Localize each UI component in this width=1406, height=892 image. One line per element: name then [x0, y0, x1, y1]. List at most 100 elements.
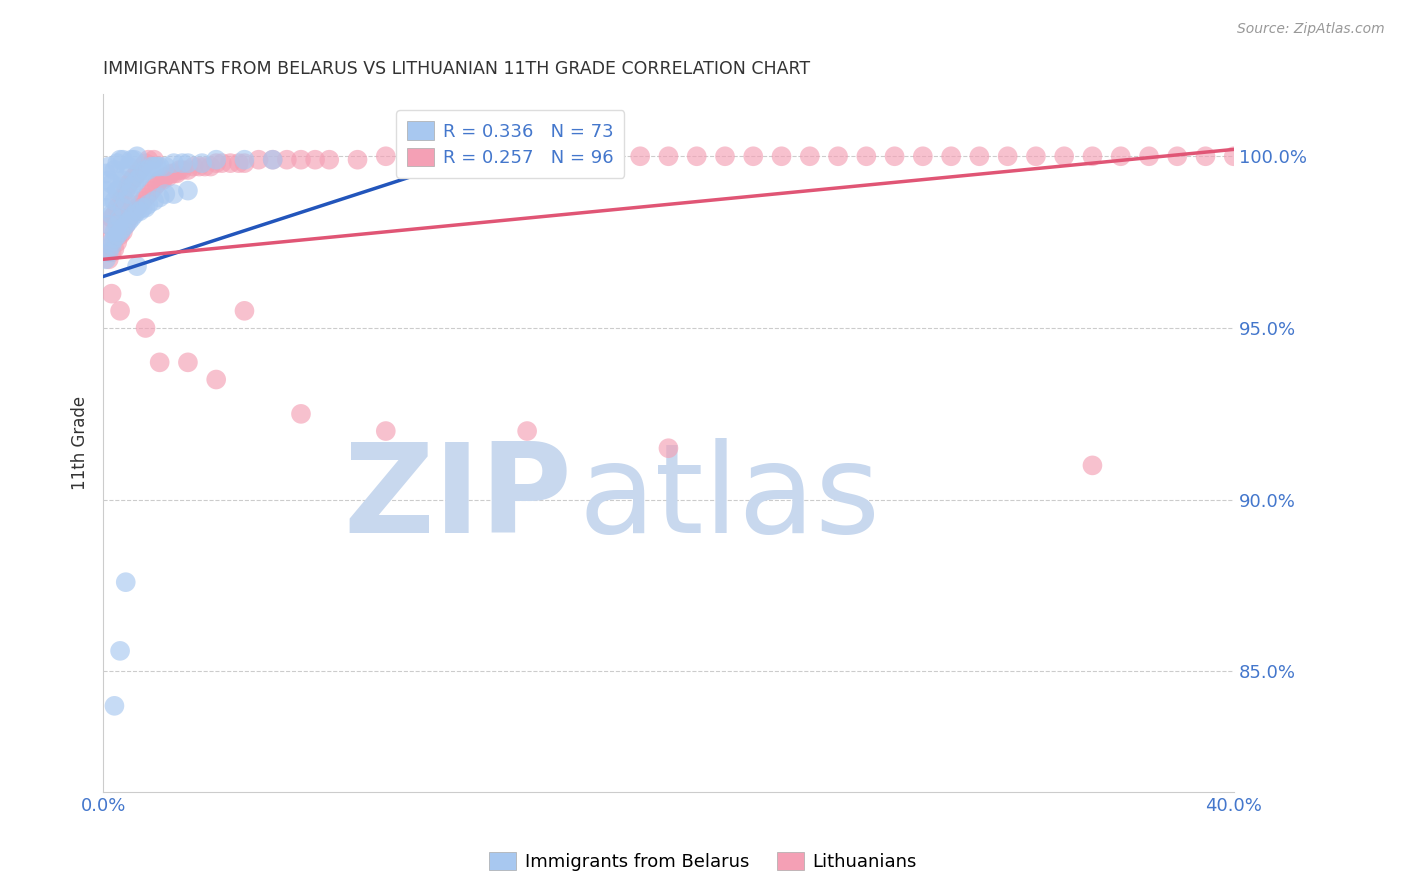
Point [149, 160, 172, 174]
Point [488, 149, 510, 163]
Point [131, 201, 153, 215]
Point [143, 153, 166, 167]
Point [290, 407, 312, 421]
Point [138, 197, 160, 211]
Point [105, 201, 128, 215]
Point [149, 173, 172, 187]
Point [125, 173, 148, 187]
Point [135, 201, 157, 215]
Text: Source: ZipAtlas.com: Source: ZipAtlas.com [1237, 22, 1385, 37]
Point [402, 149, 425, 163]
Point [1053, 149, 1076, 163]
Text: IMMIGRANTS FROM BELARUS VS LITHUANIAN 11TH GRADE CORRELATION CHART: IMMIGRANTS FROM BELARUS VS LITHUANIAN 11… [103, 60, 810, 78]
Point [97, 160, 120, 174]
Point [105, 184, 128, 198]
Point [1194, 149, 1216, 163]
Point [939, 149, 962, 163]
Point [374, 424, 396, 438]
Point [94, 184, 117, 198]
Point [114, 575, 136, 590]
Point [100, 238, 122, 252]
Point [460, 149, 482, 163]
Point [177, 355, 200, 369]
Point [128, 163, 150, 178]
Point [163, 156, 186, 170]
Point [290, 153, 312, 167]
Point [911, 149, 934, 163]
Point [1166, 149, 1188, 163]
Point [128, 204, 150, 219]
Point [205, 156, 228, 170]
Point [742, 149, 765, 163]
Point [157, 169, 180, 184]
Point [103, 194, 125, 208]
Point [97, 173, 120, 187]
Point [120, 153, 142, 167]
Point [125, 201, 148, 215]
Point [100, 245, 122, 260]
Point [94, 235, 117, 249]
Point [149, 355, 172, 369]
Point [122, 169, 145, 184]
Point [799, 149, 821, 163]
Point [997, 149, 1019, 163]
Point [103, 698, 125, 713]
Point [125, 204, 148, 219]
Point [163, 166, 186, 180]
Point [105, 235, 128, 249]
Point [657, 441, 679, 455]
Point [131, 194, 153, 208]
Point [191, 156, 214, 170]
Point [247, 153, 270, 167]
Point [969, 149, 991, 163]
Point [188, 160, 211, 174]
Point [149, 286, 172, 301]
Point [94, 201, 117, 215]
Point [1025, 149, 1047, 163]
Point [160, 166, 183, 180]
Point [149, 190, 172, 204]
Point [100, 208, 122, 222]
Point [544, 149, 567, 163]
Point [200, 160, 222, 174]
Point [117, 177, 139, 191]
Point [883, 149, 905, 163]
Point [125, 259, 148, 273]
Point [1081, 458, 1104, 473]
Legend: R = 0.336   N = 73, R = 0.257   N = 96: R = 0.336 N = 73, R = 0.257 N = 96 [396, 111, 624, 178]
Point [155, 187, 177, 202]
Point [108, 228, 131, 243]
Point [128, 197, 150, 211]
Point [657, 149, 679, 163]
Point [770, 149, 793, 163]
Point [120, 180, 142, 194]
Point [103, 232, 125, 246]
Point [1137, 149, 1160, 163]
Y-axis label: 11th Grade: 11th Grade [72, 396, 89, 490]
Point [211, 156, 233, 170]
Point [155, 169, 177, 184]
Point [600, 149, 623, 163]
Point [172, 156, 194, 170]
Point [125, 149, 148, 163]
Point [572, 149, 595, 163]
Point [120, 173, 142, 187]
Point [163, 187, 186, 202]
Point [172, 163, 194, 178]
Point [122, 204, 145, 219]
Point [827, 149, 849, 163]
Point [100, 235, 122, 249]
Point [111, 201, 134, 215]
Point [108, 644, 131, 658]
Point [103, 208, 125, 222]
Point [143, 160, 166, 174]
Point [205, 372, 228, 386]
Point [120, 211, 142, 225]
Point [304, 153, 326, 167]
Point [111, 225, 134, 239]
Point [111, 153, 134, 167]
Point [103, 242, 125, 256]
Point [94, 252, 117, 267]
Point [111, 221, 134, 235]
Point [138, 187, 160, 202]
